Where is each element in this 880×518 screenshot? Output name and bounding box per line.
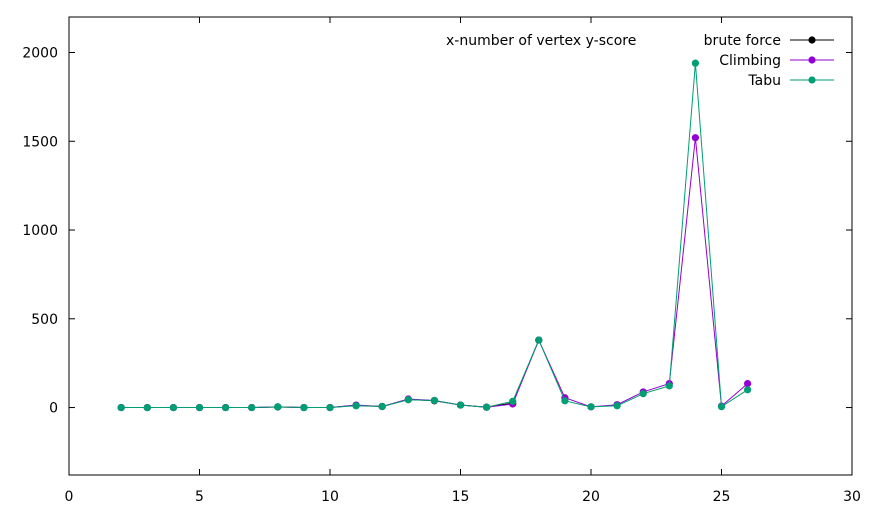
data-point <box>326 403 334 412</box>
legend-marker <box>808 76 816 84</box>
data-point <box>639 390 647 398</box>
data-point <box>352 402 360 410</box>
legend-marker <box>808 56 816 64</box>
x-tick-label: 15 <box>452 489 470 505</box>
legend-label: Tabu <box>747 73 781 89</box>
series-tabu <box>117 59 752 412</box>
legend-label: Climbing <box>719 53 781 69</box>
data-point <box>274 403 282 411</box>
data-point <box>535 336 543 344</box>
y-tick-label: 1500 <box>22 134 58 150</box>
data-point <box>665 382 673 390</box>
data-point <box>509 397 517 405</box>
x-tick-label: 25 <box>713 489 731 505</box>
y-tick-label: 2000 <box>22 46 58 62</box>
x-tick-label: 30 <box>843 489 861 505</box>
series-line <box>121 339 540 409</box>
data-point <box>691 134 700 142</box>
data-point <box>587 403 595 411</box>
x-tick-label: 0 <box>65 489 74 505</box>
series-brute-force <box>117 336 543 412</box>
data-point <box>691 59 700 67</box>
series-climbing <box>117 134 752 412</box>
data-point <box>300 403 308 412</box>
data-point <box>613 402 621 410</box>
data-point <box>717 403 726 411</box>
y-tick-label: 1000 <box>22 223 58 239</box>
legend-label: brute force <box>704 33 781 49</box>
data-point <box>195 403 204 412</box>
data-point <box>248 403 256 412</box>
data-point <box>430 396 438 405</box>
series-layer <box>117 59 752 412</box>
data-point <box>169 403 177 412</box>
series-line <box>121 63 748 409</box>
data-point <box>378 402 386 411</box>
x-tick-label: 20 <box>582 489 600 505</box>
data-point <box>561 397 569 405</box>
axes: 0 5 10 15 20 25 30 0 500 1000 1500 2000 <box>22 16 861 505</box>
x-tick-label: 10 <box>321 489 339 505</box>
data-point <box>222 403 230 412</box>
data-point <box>143 403 151 412</box>
data-point <box>744 386 752 394</box>
data-point <box>117 403 125 412</box>
legend-marker <box>808 36 816 44</box>
axis-annotation: x-number of vertex y-score <box>446 33 636 49</box>
x-tick-label: 5 <box>195 489 204 505</box>
data-point <box>744 379 752 388</box>
legend: brute force Climbing Tabu <box>704 33 834 89</box>
series-line <box>121 137 748 409</box>
y-tick-label: 0 <box>49 401 58 417</box>
y-tick-label: 500 <box>31 312 58 328</box>
data-point <box>456 401 465 409</box>
data-point <box>404 396 412 404</box>
data-point <box>483 403 491 411</box>
